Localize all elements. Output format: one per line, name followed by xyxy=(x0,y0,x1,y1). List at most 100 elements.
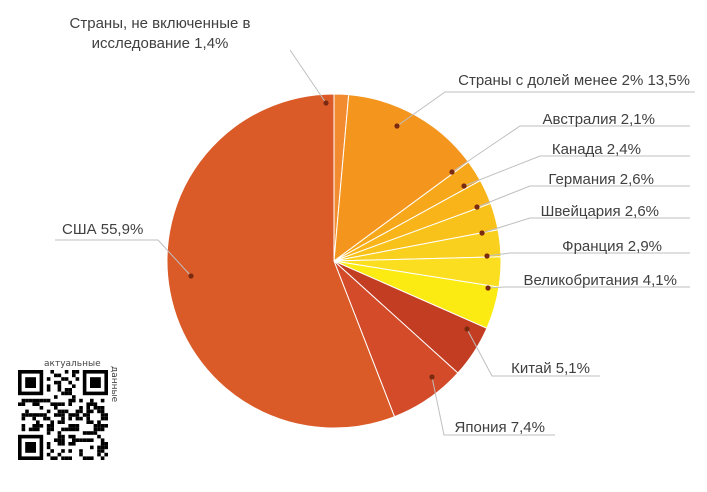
qr-module xyxy=(18,402,22,406)
slice-label: Франция 2,9% xyxy=(562,238,662,255)
qr-module xyxy=(68,391,72,396)
qr-module xyxy=(57,373,62,378)
qr-module xyxy=(57,434,62,439)
qr-module xyxy=(57,402,62,406)
qr-module xyxy=(100,456,105,460)
qr-module xyxy=(79,452,83,457)
qr-module xyxy=(86,456,90,460)
qr-module xyxy=(46,424,51,428)
qr-module xyxy=(79,416,83,421)
qr-module xyxy=(50,456,54,460)
qr-module xyxy=(64,388,69,392)
qr-module xyxy=(100,416,105,421)
leader-line xyxy=(463,155,690,187)
qr-module xyxy=(104,416,108,421)
slice-label: Страны, не включенные в xyxy=(70,15,251,32)
qr-module xyxy=(54,406,58,410)
qr-module xyxy=(72,438,76,442)
qr-module xyxy=(50,449,54,453)
qr-module xyxy=(64,377,69,381)
qr-module xyxy=(32,402,36,406)
qr-module xyxy=(100,409,105,414)
qr-module xyxy=(86,406,90,410)
qr-module xyxy=(68,398,72,403)
qr-module xyxy=(72,395,76,399)
qr-module xyxy=(90,402,94,406)
slice-label: Швейцария 2,6% xyxy=(541,203,659,220)
qr-module xyxy=(79,406,83,410)
qr-module xyxy=(46,388,51,392)
leader-line xyxy=(431,376,555,436)
qr-module xyxy=(100,442,105,446)
qr-module xyxy=(68,427,72,432)
qr-module xyxy=(79,409,83,414)
qr-module xyxy=(68,380,72,385)
leader-line xyxy=(466,328,600,377)
qr-module xyxy=(54,395,58,399)
qr-module xyxy=(75,438,80,442)
qr-module xyxy=(21,424,26,428)
qr-module xyxy=(36,402,40,406)
qr-module xyxy=(86,409,90,414)
qr-module xyxy=(61,442,65,446)
qr-module xyxy=(100,424,105,428)
qr-module xyxy=(57,438,62,442)
qr-module xyxy=(97,427,101,432)
qr-module xyxy=(57,413,62,417)
qr-module xyxy=(68,442,72,446)
qr-module xyxy=(64,427,69,432)
qr-module xyxy=(90,456,94,460)
qr-module xyxy=(25,409,29,414)
leader-line xyxy=(451,125,690,173)
slice-label-line2: исследование 1,4% xyxy=(92,35,229,52)
qr-module xyxy=(79,438,83,442)
qr-code xyxy=(18,370,108,460)
qr-module xyxy=(54,380,58,385)
qr-module xyxy=(36,413,40,417)
qr-module xyxy=(68,456,72,460)
qr-module xyxy=(36,424,40,428)
qr-module xyxy=(28,427,33,432)
qr-module xyxy=(100,438,105,442)
qr-module xyxy=(21,398,26,403)
qr-module xyxy=(43,413,47,417)
qr-module xyxy=(61,377,65,381)
qr-module xyxy=(57,442,62,446)
qr-module xyxy=(75,409,80,414)
slice-label: Страны с долей менее 2% 13,5% xyxy=(458,72,690,89)
qr-module xyxy=(61,402,65,406)
qr-module xyxy=(86,431,90,435)
qr-module xyxy=(75,424,80,428)
qr-module xyxy=(75,427,80,432)
qr-module xyxy=(68,388,72,392)
qr-module xyxy=(82,438,87,442)
qr-module xyxy=(86,420,90,424)
qr-module xyxy=(61,434,65,439)
qr-module xyxy=(64,409,69,414)
qr-module xyxy=(72,398,76,403)
qr-module xyxy=(68,416,72,421)
leader-dot xyxy=(484,253,490,259)
qr-module xyxy=(50,427,54,432)
qr-module xyxy=(46,442,51,446)
qr-module xyxy=(100,413,105,417)
qr-finder xyxy=(25,442,36,453)
qr-module xyxy=(82,431,87,435)
slice-labels: Страны, не включенные в исследование 1,4%… xyxy=(62,15,690,436)
qr-module xyxy=(68,402,72,406)
qr-module xyxy=(72,424,76,428)
qr-module xyxy=(72,370,76,374)
qr-module xyxy=(68,434,72,439)
qr-module xyxy=(46,398,51,403)
leader-dot xyxy=(429,374,435,380)
qr-module xyxy=(54,413,58,417)
qr-module xyxy=(86,416,90,421)
qr-module xyxy=(50,402,54,406)
qr-module xyxy=(97,452,101,457)
qr-module xyxy=(32,424,36,428)
qr-module xyxy=(100,406,105,410)
qr-module xyxy=(21,413,26,417)
qr-module xyxy=(46,384,51,388)
qr-module xyxy=(90,398,94,403)
qr-module xyxy=(86,402,90,406)
